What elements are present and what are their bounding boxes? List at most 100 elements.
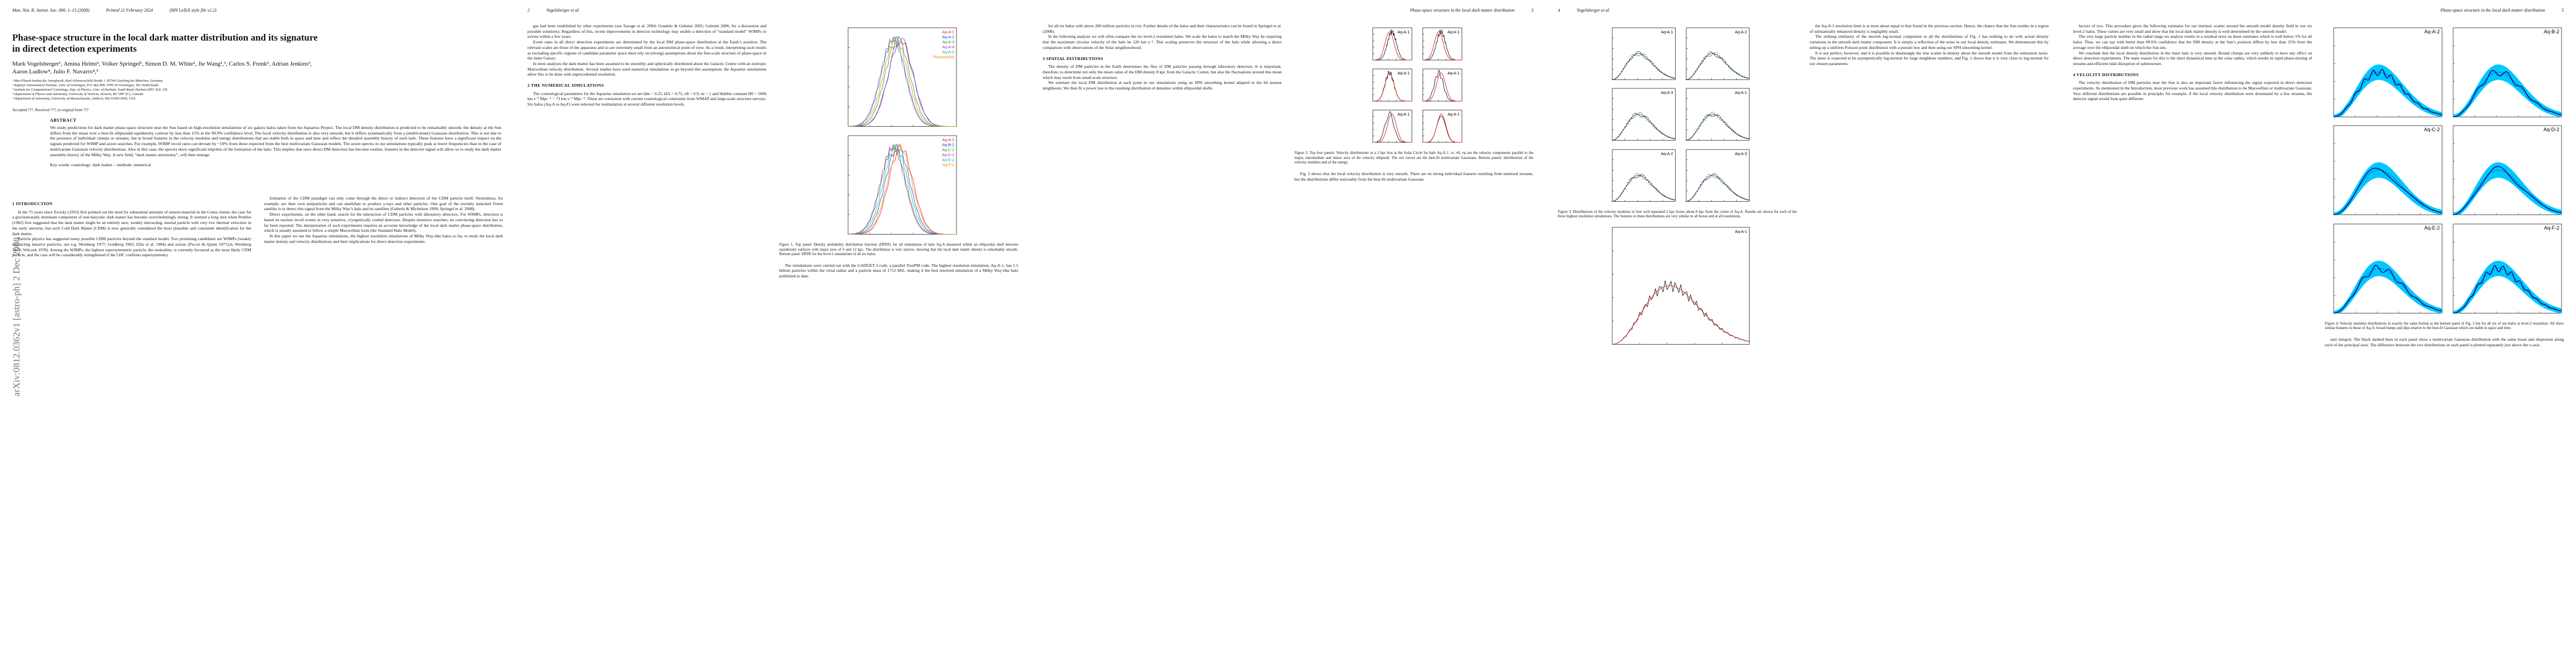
figure-panel: Aq-A-1 <box>1422 68 1462 102</box>
point <box>1714 54 1715 56</box>
point <box>1635 177 1637 178</box>
point <box>1709 56 1711 57</box>
curve <box>848 145 956 235</box>
point <box>1645 178 1646 180</box>
figure-panel: Aq-A-1 Aq-A-2 Aq-A-3 Aq-A-4 Aq-A-5 Poisson(64… <box>848 27 956 127</box>
point <box>1633 117 1635 118</box>
paragraph: The velocity distribution of DM particle… <box>2073 80 2312 102</box>
panel-label: Aq-A-2 <box>2424 29 2440 34</box>
column: Aq-A-1 Aq-A-2 Aq-A-3 Aq-A-1 Aq-A-2 Aq-A-3 Figu… <box>1558 23 1797 352</box>
point <box>1611 200 1613 202</box>
point <box>1654 127 1656 129</box>
point <box>1711 115 1712 117</box>
point <box>1638 176 1640 177</box>
point <box>1686 79 1687 81</box>
authors: Mark Vogelsberger¹, Amina Helmi², Volker… <box>12 61 312 75</box>
point <box>1630 55 1632 57</box>
figure-caption: Figure 2. Top four panels: Velocity dist… <box>1294 151 1533 165</box>
point <box>1638 115 1640 116</box>
point <box>1706 176 1707 177</box>
point <box>1635 53 1637 54</box>
figure-panel: Aq-A-2 <box>1686 27 1750 81</box>
gaussian-curve <box>2453 72 2562 117</box>
paragraph: It is not perfect, however, and it is po… <box>1810 50 2049 66</box>
gaussian-curve <box>1423 113 1462 143</box>
point <box>1715 173 1717 175</box>
point <box>1717 57 1718 58</box>
point <box>1712 52 1714 54</box>
plot-frame <box>1422 109 1462 143</box>
column: the Aq-A-1 resolution limit is at most a… <box>1810 23 2049 67</box>
point <box>1730 189 1731 191</box>
point <box>1700 125 1701 127</box>
paragraph: We conclude that the local density distr… <box>2073 50 2312 66</box>
panel-label: Aq-F-2 <box>2544 225 2559 231</box>
point <box>1701 62 1703 64</box>
figure: Aq-A-1 Aq-A-2 Aq-A-3 Aq-A-4 Aq-A-5 Poisson(64… <box>839 26 959 241</box>
point <box>1686 140 1687 141</box>
received: Accepted ???. Received ???; in original … <box>12 108 89 112</box>
point <box>1656 128 1657 130</box>
point <box>1626 126 1627 127</box>
abstract-heading: ABSTRACT <box>50 118 77 123</box>
running-head: 2 Vogelsberger et al. <box>527 8 1018 13</box>
plot-frame <box>2453 125 2562 215</box>
figure-panel: Aq-C-2 <box>2333 125 2443 216</box>
point <box>1707 53 1709 54</box>
figure-panel: Aq-A-2 <box>2333 27 2443 118</box>
legend-entry: Aq-E-2 <box>942 158 954 162</box>
figure-panel: Aq-A-1 <box>1372 27 1412 61</box>
point <box>1709 51 1711 53</box>
paragraph: Particle physics has suggested many poss… <box>12 236 251 258</box>
figure-panel: Aq-A-1 <box>1372 109 1412 143</box>
header-item: 4 <box>1558 8 1560 13</box>
point <box>1706 115 1707 116</box>
point <box>1700 186 1701 188</box>
panel-label: Aq-A-2 <box>1661 152 1673 156</box>
column: Aq-A-1 Aq-A-2 Aq-A-3 Aq-A-4 Aq-A-5 Poisson(64… <box>779 23 1018 279</box>
keywords: Key words: cosmology: dark matter – meth… <box>50 162 151 167</box>
page: Mon. Not. R. Astron. Soc. 000, 1–15 (200… <box>0 0 515 667</box>
point <box>1717 117 1718 118</box>
figure-panel: Aq-A-2Aq-B-2Aq-C-2Aq-D-2Aq-E-2Aq-F-2 <box>848 135 956 235</box>
figure-caption: Figure 1. Top panel: Density probability… <box>779 243 1018 257</box>
gaussian-curve <box>2333 170 2443 215</box>
point <box>1722 179 1723 180</box>
plot-frame <box>1686 88 1750 141</box>
point <box>1649 181 1651 182</box>
point <box>1714 177 1715 178</box>
point <box>1733 130 1734 132</box>
point <box>1630 180 1632 181</box>
point <box>1715 177 1717 178</box>
gaussian-curve <box>1612 53 1676 80</box>
point <box>1647 181 1649 183</box>
point <box>1723 183 1725 185</box>
point <box>1640 176 1641 177</box>
page: Phase-space structure in the local dark … <box>1030 0 1546 667</box>
plot-frame <box>848 27 956 127</box>
histogram <box>1423 116 1462 143</box>
point <box>1643 175 1645 176</box>
point <box>1712 112 1714 113</box>
plot-frame <box>1612 27 1676 80</box>
plot-frame <box>2333 125 2443 215</box>
page: Phase-space structure in the local dark … <box>2061 0 2576 667</box>
point <box>1611 140 1613 141</box>
point <box>1628 58 1630 59</box>
paragraph: for all six halos with above 200 million… <box>1043 23 1282 34</box>
paragraph: the Aq-A-1 resolution limit is at most a… <box>1810 23 2049 34</box>
figure-panel: Aq-A-3 <box>1611 88 1676 141</box>
point <box>1638 112 1640 114</box>
plot-frame <box>1612 149 1676 202</box>
column: formation of the CDM paradigm can only c… <box>264 196 503 244</box>
curve <box>848 143 956 235</box>
point <box>1611 79 1613 81</box>
point <box>1718 118 1720 120</box>
point <box>1703 121 1705 122</box>
point <box>1652 63 1654 64</box>
point <box>1725 124 1726 126</box>
point <box>1714 52 1715 54</box>
point <box>1718 57 1720 58</box>
paragraph: gas had been established by other experi… <box>527 23 766 39</box>
